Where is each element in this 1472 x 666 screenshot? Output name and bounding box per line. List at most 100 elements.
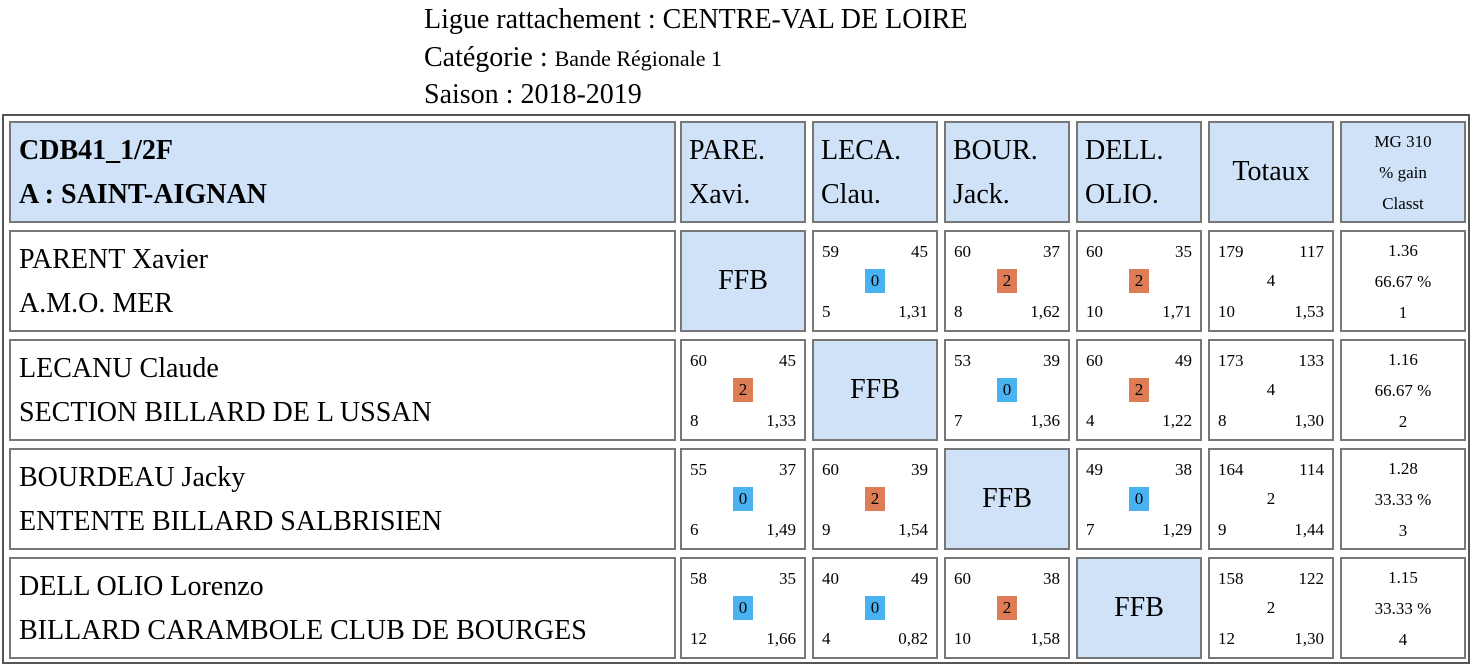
innings: 39 bbox=[911, 460, 928, 479]
match-points-badge: 2 bbox=[733, 378, 753, 402]
ffb-label: FFB bbox=[850, 374, 900, 405]
innings: 49 bbox=[1175, 351, 1192, 370]
points-scored: 55 bbox=[690, 460, 707, 479]
categorie-value: Bande Régionale 1 bbox=[554, 46, 723, 71]
rank: 1 bbox=[1398, 302, 1408, 322]
points-scored: 60 bbox=[954, 569, 971, 588]
column-header-line2: Jack. bbox=[953, 179, 1010, 210]
points-scored: 60 bbox=[1086, 242, 1103, 261]
best-series: 5 bbox=[822, 302, 831, 321]
total-match-points: 2 bbox=[1266, 598, 1276, 617]
ffb-cell: FFB bbox=[812, 339, 938, 441]
totals-label: Totaux bbox=[1232, 156, 1310, 187]
total-best-series: 9 bbox=[1218, 520, 1227, 539]
points-scored: 40 bbox=[822, 569, 839, 588]
general-average: 1.15 bbox=[1388, 567, 1418, 587]
player-name: DELL OLIO Lorenzo bbox=[19, 571, 264, 602]
categorie-line: Catégorie : Bande Régionale 1 bbox=[424, 40, 722, 77]
totals-cell: 164 114 9 1,44 2 bbox=[1208, 448, 1334, 550]
match-cell: 60 35 10 1,71 2 bbox=[1076, 230, 1202, 332]
average: 1,71 bbox=[1162, 302, 1192, 321]
total-best-series: 12 bbox=[1218, 629, 1235, 648]
total-points: 164 bbox=[1218, 460, 1244, 479]
points-scored: 60 bbox=[690, 351, 707, 370]
match-points-badge: 2 bbox=[1129, 378, 1149, 402]
ffb-label: FFB bbox=[718, 265, 768, 296]
points-scored: 49 bbox=[1086, 460, 1103, 479]
best-series: 7 bbox=[954, 411, 963, 430]
rank: 3 bbox=[1398, 520, 1408, 540]
best-series: 10 bbox=[1086, 302, 1103, 321]
ranking-cell: 1.15 33.33 % 4 bbox=[1340, 557, 1466, 659]
totals-cell: 158 122 12 1,30 2 bbox=[1208, 557, 1334, 659]
column-header-leca: LECA. Clau. bbox=[812, 121, 938, 223]
column-header-line1: LECA. bbox=[821, 135, 902, 166]
ffb-label: FFB bbox=[982, 483, 1032, 514]
match-points-badge: 0 bbox=[997, 378, 1017, 402]
total-points: 179 bbox=[1218, 242, 1244, 261]
total-match-points: 4 bbox=[1266, 271, 1276, 290]
table-title-cell: CDB41_1/2F A : SAINT-AIGNAN bbox=[9, 121, 676, 223]
player-name: PARENT Xavier bbox=[19, 244, 208, 275]
match-points-badge: 0 bbox=[733, 487, 753, 511]
ranking-cell: 1.28 33.33 % 3 bbox=[1340, 448, 1466, 550]
best-series: 4 bbox=[1086, 411, 1095, 430]
match-cell: 59 45 5 1,31 0 bbox=[812, 230, 938, 332]
match-cell: 55 37 6 1,49 0 bbox=[680, 448, 806, 550]
general-average: 1.28 bbox=[1388, 458, 1418, 478]
player-name: BOURDEAU Jacky bbox=[19, 462, 246, 493]
player-cell: LECANU Claude SECTION BILLARD DE L USSAN bbox=[9, 339, 676, 441]
player-club: A.M.O. MER bbox=[19, 288, 174, 319]
general-average: 1.16 bbox=[1388, 349, 1418, 369]
player-club: ENTENTE BILLARD SALBRISIEN bbox=[19, 506, 443, 537]
points-scored: 59 bbox=[822, 242, 839, 261]
categorie-label: Catégorie : bbox=[424, 42, 555, 73]
best-series: 9 bbox=[822, 520, 831, 539]
best-series: 10 bbox=[954, 629, 971, 648]
total-points: 173 bbox=[1218, 351, 1244, 370]
totals-cell: 179 117 10 1,53 4 bbox=[1208, 230, 1334, 332]
gain-percent: 33.33 % bbox=[1374, 598, 1432, 618]
match-cell: 58 35 12 1,66 0 bbox=[680, 557, 806, 659]
general-average: 1.36 bbox=[1388, 240, 1418, 260]
match-cell: 60 39 9 1,54 2 bbox=[812, 448, 938, 550]
ranking-cell: 1.16 66.67 % 2 bbox=[1340, 339, 1466, 441]
mg-header: MG 310 % gain Classt bbox=[1340, 121, 1466, 223]
innings: 38 bbox=[1043, 569, 1060, 588]
innings: 37 bbox=[1043, 242, 1060, 261]
player-cell: PARENT Xavier A.M.O. MER bbox=[9, 230, 676, 332]
column-header-line2: Xavi. bbox=[689, 179, 751, 210]
column-header-line2: Clau. bbox=[821, 179, 881, 210]
team-name: A : SAINT-AIGNAN bbox=[19, 179, 267, 210]
match-cell: 60 38 10 1,58 2 bbox=[944, 557, 1070, 659]
total-innings: 133 bbox=[1298, 351, 1325, 370]
total-average: 1,30 bbox=[1294, 629, 1324, 648]
gain-label: % gain bbox=[1379, 162, 1427, 182]
total-innings: 122 bbox=[1298, 569, 1325, 588]
gain-percent: 66.67 % bbox=[1374, 271, 1432, 291]
innings: 37 bbox=[779, 460, 796, 479]
best-series: 4 bbox=[822, 629, 831, 648]
average: 1,49 bbox=[766, 520, 796, 539]
results-table: CDB41_1/2F A : SAINT-AIGNAN PARE. Xavi. … bbox=[2, 114, 1470, 664]
match-points-badge: 0 bbox=[1129, 487, 1149, 511]
gain-percent: 66.67 % bbox=[1374, 380, 1432, 400]
average: 1,36 bbox=[1030, 411, 1060, 430]
total-innings: 114 bbox=[1299, 460, 1324, 479]
innings: 45 bbox=[779, 351, 796, 370]
ffb-cell: FFB bbox=[1076, 557, 1202, 659]
total-best-series: 10 bbox=[1218, 302, 1235, 321]
points-scored: 60 bbox=[822, 460, 839, 479]
total-match-points: 2 bbox=[1266, 489, 1276, 508]
match-cell: 60 49 4 1,22 2 bbox=[1076, 339, 1202, 441]
match-cell: 60 37 8 1,62 2 bbox=[944, 230, 1070, 332]
rank: 2 bbox=[1398, 411, 1408, 431]
total-average: 1,44 bbox=[1294, 520, 1324, 539]
match-cell: 49 38 7 1,29 0 bbox=[1076, 448, 1202, 550]
total-best-series: 8 bbox=[1218, 411, 1227, 430]
total-average: 1,30 bbox=[1294, 411, 1324, 430]
average: 1,22 bbox=[1162, 411, 1192, 430]
ffb-cell: FFB bbox=[944, 448, 1070, 550]
best-series: 7 bbox=[1086, 520, 1095, 539]
ranking-cell: 1.36 66.67 % 1 bbox=[1340, 230, 1466, 332]
